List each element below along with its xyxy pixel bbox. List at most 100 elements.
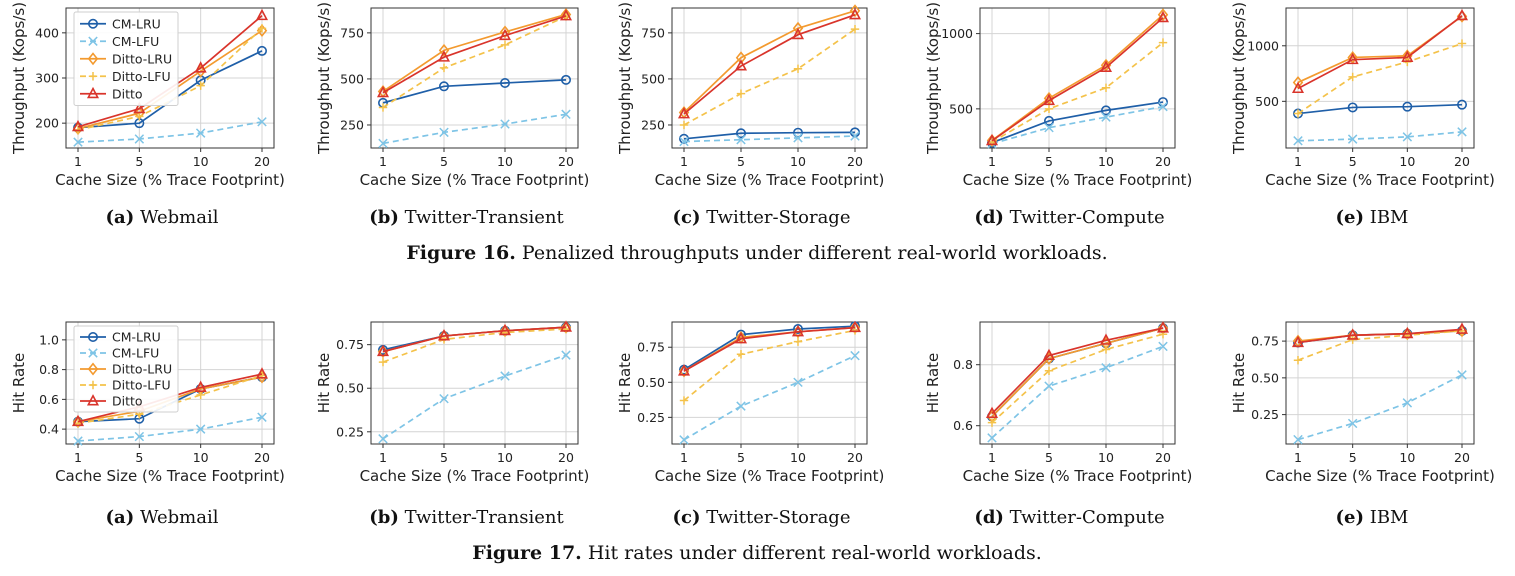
data-point-ditto-lfu <box>378 103 388 112</box>
y-tick-label: 0.50 <box>637 375 665 390</box>
y-tick-label: 0.50 <box>1251 370 1279 385</box>
subcaption: (c) Twitter-Storage <box>673 507 851 528</box>
chart-panel: 0.4 0.6 0.8 1.0 1 5 10 20 Cache Size (% Trace Fo… <box>10 321 285 528</box>
legend-entry: Ditto <box>112 86 143 101</box>
chart-panel: 500 1000 1 5 10 20 Cache Size (% Trace Footpri… <box>924 2 1192 228</box>
y-tick-label: 750 <box>340 25 364 40</box>
chart-panel: 0.25 0.50 0.75 1 5 10 20 Cache Size (% Trace Fo… <box>1230 321 1495 528</box>
x-tick-label: 20 <box>1454 450 1470 465</box>
legend-entry: Ditto-LFU <box>112 69 171 84</box>
chart-panel: 0.25 0.50 0.75 1 5 10 20 Cache Size (% Trace Fo… <box>616 320 885 528</box>
data-point-cm-lfu <box>736 134 746 145</box>
data-point-ditto-lfu <box>793 64 803 73</box>
data-point-cm-lru <box>735 128 746 139</box>
data-point-cm-lru <box>1402 101 1413 112</box>
x-tick-label: 10 <box>1399 154 1415 169</box>
data-point-ditto-lru <box>1157 8 1169 22</box>
y-tick-label: 500 <box>949 101 973 116</box>
data-point-cm-lru <box>1044 115 1055 126</box>
data-point-ditto-lru <box>499 25 511 39</box>
data-point-ditto-lfu <box>500 40 510 50</box>
data-point-cm-lfu <box>1347 418 1358 429</box>
y-tick-label: 0.75 <box>336 337 364 352</box>
data-point-cm-lfu <box>561 109 571 120</box>
data-point-ditto <box>255 367 269 379</box>
y-tick-label: 500 <box>1255 94 1279 109</box>
x-tick-label: 1 <box>988 154 996 169</box>
x-tick-label: 5 <box>1045 154 1053 169</box>
legend-entry: Ditto-LRU <box>112 51 172 66</box>
legend-marker <box>87 362 99 376</box>
chart-panel: 0.6 0.8 1 5 10 20 Cache Size (% Trace Footprin… <box>924 321 1192 528</box>
series-line-ditto-lru <box>683 9 856 114</box>
y-tick-label: 0.4 <box>39 422 59 437</box>
x-tick-label: 1 <box>680 450 688 465</box>
y-tick-label: 300 <box>35 71 59 86</box>
x-axis-label: Cache Size (% Trace Footprint) <box>1265 171 1495 189</box>
y-tick-label: 750 <box>641 25 665 40</box>
series-line-ditto <box>683 14 856 115</box>
x-tick-label: 20 <box>1155 450 1171 465</box>
data-point-cm-lfu <box>679 435 689 445</box>
data-point-cm-lfu <box>1457 127 1467 137</box>
data-point-ditto-lfu <box>1044 366 1054 375</box>
plot-frame <box>671 321 868 445</box>
data-point-cm-lfu <box>1158 341 1168 352</box>
subcaption-label: (d) <box>974 207 1004 228</box>
data-point-cm-lfu <box>736 401 746 411</box>
data-point-cm-lfu <box>850 350 860 361</box>
series-line-cm-lfu <box>382 113 567 145</box>
subcaption-label: (b) <box>369 207 399 228</box>
plot-frame <box>370 7 579 149</box>
data-point-cm-lfu <box>500 371 510 381</box>
subcaption: (d) Twitter-Compute <box>974 207 1164 228</box>
data-point-cm-lru <box>438 81 449 92</box>
data-point-ditto-lfu <box>1101 345 1111 354</box>
data-point-ditto <box>1455 322 1469 334</box>
data-point-cm-lfu <box>1101 363 1111 373</box>
data-point-ditto <box>376 85 390 98</box>
series-line-cm-lru <box>991 101 1164 144</box>
series-line-ditto <box>1297 328 1463 344</box>
data-point-cm-lfu <box>378 138 388 149</box>
x-tick-label: 5 <box>440 154 448 169</box>
y-tick-label: 0.25 <box>336 424 364 439</box>
x-tick-label: 1 <box>379 450 387 465</box>
series-line-ditto-lfu <box>683 329 856 402</box>
subcaption-label: (b) <box>369 507 399 528</box>
series-line-ditto-lfu <box>991 41 1164 143</box>
data-point-ditto-lfu <box>1101 83 1111 92</box>
y-tick-label: 1000 <box>941 26 973 41</box>
y-tick-label: 0.25 <box>1251 407 1279 422</box>
data-point-ditto-lfu <box>679 120 689 130</box>
legend-marker <box>88 380 98 390</box>
data-point-ditto <box>1346 328 1359 340</box>
data-point-ditto-lfu <box>1044 104 1054 114</box>
subcaption-label: (a) <box>106 507 135 528</box>
y-axis-label: Throughput (Kops/s) <box>10 2 28 155</box>
series-line-cm-lru <box>683 325 856 371</box>
subcaption-label: (c) <box>673 507 701 528</box>
x-axis-label: Cache Size (% Trace Footprint) <box>360 467 590 485</box>
data-point-ditto <box>498 323 512 336</box>
subcaption-text: Twitter-Compute <box>1004 507 1165 528</box>
data-point-ditto <box>437 329 451 341</box>
data-point-ditto <box>376 344 390 357</box>
data-point-ditto <box>734 331 748 344</box>
y-axis-label: Hit Rate <box>10 353 28 414</box>
series-line-cm-lru <box>683 131 856 140</box>
data-point-cm-lfu <box>850 131 860 141</box>
data-point-cm-lfu <box>1402 132 1413 142</box>
data-point-cm-lfu <box>793 133 803 143</box>
data-point-ditto <box>498 28 512 41</box>
data-point-ditto <box>559 9 573 21</box>
data-point-ditto <box>71 414 85 427</box>
x-axis-label: Cache Size (% Trace Footprint) <box>655 467 885 485</box>
y-tick-label: 0.8 <box>953 357 973 372</box>
subcaption-label: (c) <box>673 207 701 228</box>
y-tick-label: 250 <box>340 117 364 132</box>
legend-marker <box>88 18 99 29</box>
x-tick-label: 1 <box>680 154 688 169</box>
data-point-cm-lfu <box>1101 112 1111 122</box>
legend-entry: Ditto <box>112 394 143 409</box>
